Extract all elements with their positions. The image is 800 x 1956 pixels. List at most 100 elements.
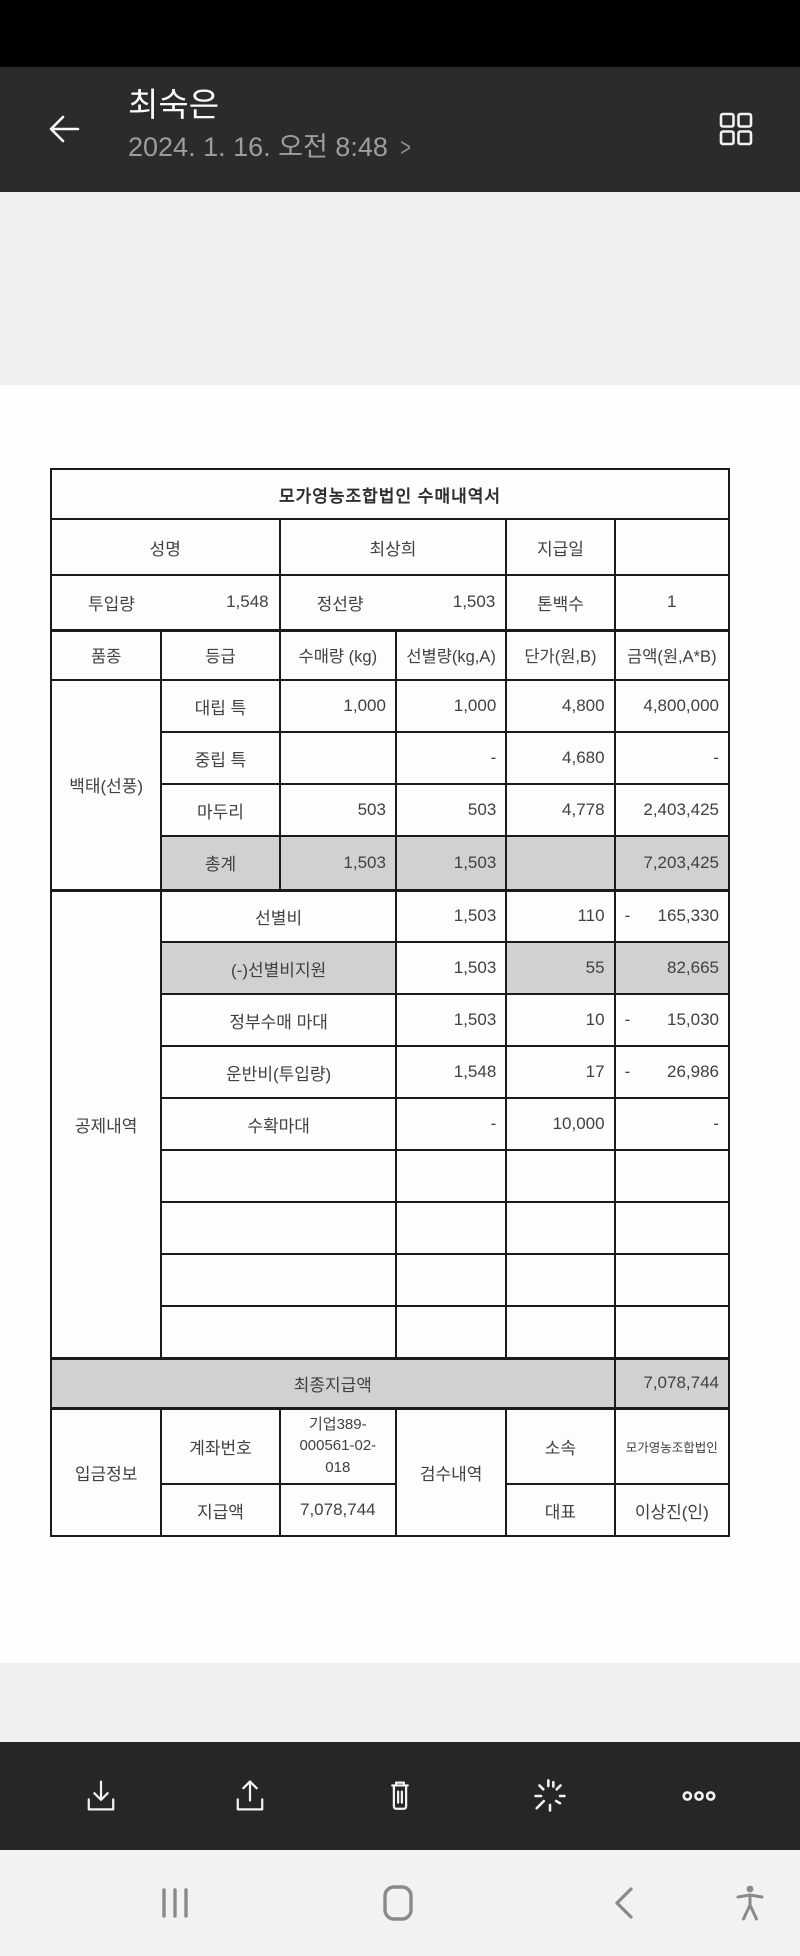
download-icon xyxy=(87,1780,115,1811)
grade-qty: 1,000 xyxy=(278,679,397,733)
recents-button[interactable] xyxy=(130,1850,220,1956)
photo-datetime: 2024. 1. 16. 오전 8:48 xyxy=(128,132,388,162)
col-amount: 금액(원,A*B) xyxy=(613,628,731,681)
accessibility-person-icon xyxy=(736,1885,764,1921)
cell-belong-label: 소속 xyxy=(505,1406,616,1485)
cell-name-label: 성명 xyxy=(50,518,281,576)
share-button[interactable] xyxy=(215,1761,285,1831)
final-label: 최종지급액 xyxy=(50,1356,616,1409)
deduction-label: 운반비(투입량) xyxy=(160,1045,397,1099)
cell-input-qty: 투입량 1,548 xyxy=(50,574,281,631)
cell-account-value: 기업389-000561-02-018 xyxy=(278,1406,397,1485)
deduction-label: 선별비 xyxy=(160,888,397,943)
empty-row xyxy=(51,1305,731,1359)
recents-icon xyxy=(162,1888,188,1918)
grade-label: 중립 특 xyxy=(160,731,281,785)
name-row: 성명 최상희 지급일 xyxy=(50,518,731,576)
col-sorted-qty: 선별량(kg,A) xyxy=(394,628,508,681)
table-title-row: 모가영농조합법인 수매내역서 xyxy=(50,468,730,520)
grade-amount: 2,403,425 xyxy=(613,783,731,837)
more-icon xyxy=(682,1791,716,1801)
accessibility-button[interactable] xyxy=(705,1850,795,1956)
col-grade: 등급 xyxy=(160,628,281,681)
cell-deposit-section: 입금정보 xyxy=(49,1406,163,1537)
grade-sorted: 1,503 xyxy=(394,835,508,891)
deduction-qty: 1,548 xyxy=(394,1045,508,1099)
grade-price: 4,778 xyxy=(505,783,616,837)
grade-amount: 4,800,000 xyxy=(613,679,731,733)
grade-sorted: 1,000 xyxy=(394,679,508,733)
deduction-price: 10,000 xyxy=(505,1097,616,1151)
deduction-amount: -165,330 xyxy=(613,888,731,943)
cell-variety: 백태(선풍) xyxy=(49,679,163,891)
back-arrow-icon xyxy=(49,115,80,143)
grid-view-button[interactable] xyxy=(708,101,764,157)
cell-paydate-value xyxy=(613,518,731,576)
grade-sorted: 503 xyxy=(394,783,508,837)
download-button[interactable] xyxy=(66,1761,136,1831)
deduction-row: (-)선별비지원 1,503 55 82,665 xyxy=(51,941,731,995)
photo-view[interactable]: 모가영농조합법인 수매내역서 성명 최상희 지급일 투입량 1,548 정선량 1,… xyxy=(0,385,800,1663)
deduction-label: 수확마대 xyxy=(160,1097,397,1151)
grade-amount: 7,203,425 xyxy=(613,835,731,891)
cell-belong-value: 모가영농조합법인 xyxy=(613,1406,731,1485)
grade-row: 마두리 503 503 4,778 2,403,425 xyxy=(51,783,731,837)
grade-label: 총계 xyxy=(160,835,281,891)
deduction-label: 정부수매 마대 xyxy=(160,993,397,1047)
sparkle-icon xyxy=(533,1779,566,1812)
more-button[interactable] xyxy=(664,1761,734,1831)
cell-rep-value: 이상진(인) xyxy=(613,1483,731,1537)
header-title-block[interactable]: 최숙은 2024. 1. 16. 오전 8:48 > xyxy=(128,83,413,167)
grade-qty: 1,503 xyxy=(278,835,397,891)
cell-deduction-section: 공제내역 xyxy=(49,888,163,1359)
quantity-row: 투입량 1,548 정선량 1,503 톤백수 1 xyxy=(50,574,731,631)
cell-pay-value: 7,078,744 xyxy=(278,1483,397,1537)
deduction-price: 110 xyxy=(505,888,616,943)
remaster-button[interactable] xyxy=(515,1761,585,1831)
grade-total-row: 총계 1,503 1,503 7,203,425 xyxy=(51,835,731,891)
back-nav-button[interactable] xyxy=(579,1850,669,1956)
deduction-amount: 82,665 xyxy=(613,941,731,995)
home-button[interactable] xyxy=(353,1850,443,1956)
deduction-row: 정부수매 마대 1,503 10 -15,030 xyxy=(51,993,731,1047)
app-header: 최숙은 2024. 1. 16. 오전 8:48 > xyxy=(0,67,800,192)
page-title: 최숙은 xyxy=(128,86,220,123)
deposit-row: 입금정보 계좌번호 기업389-000561-02-018 검수내역 소속 모가… xyxy=(49,1406,731,1537)
delete-button[interactable] xyxy=(365,1761,435,1831)
grade-sorted: - xyxy=(394,731,508,785)
cell-rep-label: 대표 xyxy=(505,1483,616,1537)
cell-paydate-label: 지급일 xyxy=(505,518,616,576)
deduction-row: 운반비(투입량) 1,548 17 -26,986 xyxy=(51,1045,731,1099)
grade-row: 백태(선풍) 대립 특 1,000 1,000 4,800 4,800,000 xyxy=(49,679,731,891)
grade-qty xyxy=(278,731,397,785)
cell-tonbag-value: 1 xyxy=(613,574,731,631)
empty-row xyxy=(51,1201,731,1255)
col-unit-price: 단가(원,B) xyxy=(505,628,616,681)
android-navbar xyxy=(0,1850,800,1956)
grade-row: 중립 특 - 4,680 - xyxy=(51,731,731,785)
deduction-amount: -15,030 xyxy=(613,993,731,1047)
purchase-statement-table: 모가영농조합법인 수매내역서 성명 최상희 지급일 투입량 1,548 정선량 1,… xyxy=(49,468,731,1537)
bottom-toolbar xyxy=(0,1742,800,1850)
deduction-price: 10 xyxy=(505,993,616,1047)
cell-clean-qty: 정선량 1,503 xyxy=(278,574,508,631)
back-button[interactable] xyxy=(34,99,94,159)
grade-amount: - xyxy=(613,731,731,785)
home-icon xyxy=(383,1885,413,1921)
back-chevron-icon xyxy=(615,1887,633,1919)
deduction-row: 공제내역 선별비 1,503 110 -165,330 xyxy=(49,888,731,1359)
deduction-qty: - xyxy=(394,1097,508,1151)
document-title: 모가영농조합법인 수매내역서 xyxy=(50,468,730,520)
empty-row xyxy=(51,1149,731,1203)
cell-name-value: 최상희 xyxy=(278,518,508,576)
final-amount: 7,078,744 xyxy=(613,1356,731,1409)
grid-icon xyxy=(719,112,753,146)
cell-tonbag-label: 톤백수 xyxy=(505,574,616,631)
deduction-price: 17 xyxy=(505,1045,616,1099)
chevron-right-icon: > xyxy=(400,132,411,162)
cell-inspect-label: 검수내역 xyxy=(394,1406,508,1537)
col-variety: 품종 xyxy=(49,628,163,681)
empty-row xyxy=(51,1253,731,1307)
deduction-qty: 1,503 xyxy=(394,993,508,1047)
status-bar xyxy=(0,0,800,67)
